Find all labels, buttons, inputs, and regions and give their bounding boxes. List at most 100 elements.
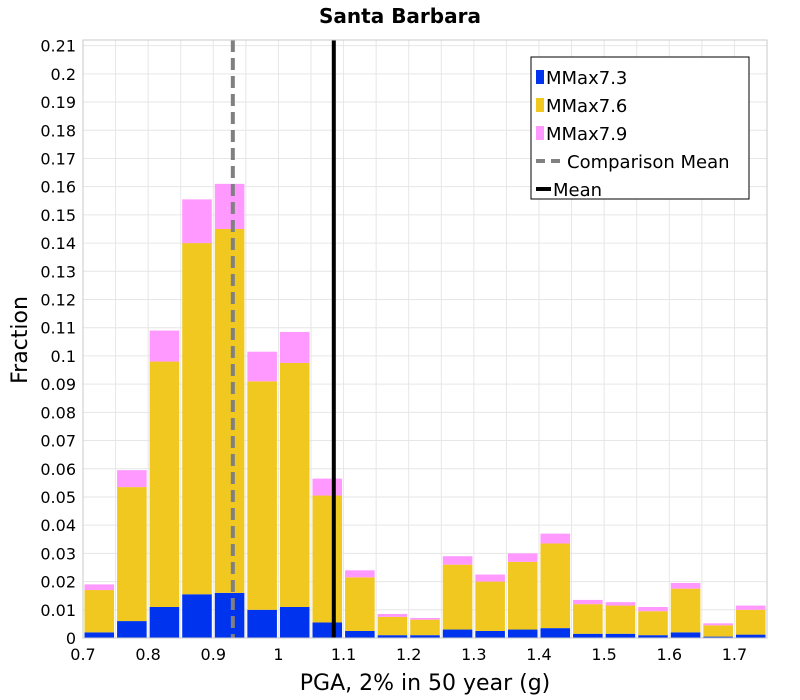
bar-mmax7-9 xyxy=(214,183,245,229)
bar-mmax7-3 xyxy=(410,635,440,638)
bar-mmax7-6 xyxy=(573,604,603,634)
bar-mmax7-3 xyxy=(638,635,668,638)
bars xyxy=(84,183,766,638)
x-tick-label: 1.5 xyxy=(591,645,616,664)
y-tick-label: 0.12 xyxy=(40,291,76,310)
bar-mmax7-6 xyxy=(247,381,277,610)
x-tick-label: 1 xyxy=(273,645,283,664)
y-tick-label: 0.05 xyxy=(40,488,76,507)
bar-mmax7-3 xyxy=(670,632,701,638)
bar-mmax7-9 xyxy=(84,584,115,591)
legend: MMax7.3 MMax7.6 MMax7.9 Comparison Mean Mean xyxy=(530,56,750,201)
bar-mmax7-3 xyxy=(182,594,212,638)
bar-mmax7-3 xyxy=(279,606,310,638)
bar-mmax7-6 xyxy=(507,561,538,630)
bar-mmax7-6 xyxy=(540,543,571,629)
bar-mmax7-9 xyxy=(573,599,603,605)
legend-swatch xyxy=(536,98,544,112)
bar-mmax7-9 xyxy=(442,556,473,565)
bar-mmax7-3 xyxy=(117,621,147,638)
legend-label: MMax7.9 xyxy=(546,124,627,145)
legend-label: Mean xyxy=(553,180,602,201)
bar-mmax7-6 xyxy=(84,590,115,633)
bar-mmax7-3 xyxy=(605,633,636,638)
bar-mmax7-9 xyxy=(475,574,505,582)
x-tick-label: 1.7 xyxy=(722,645,747,664)
y-tick-label: 0.06 xyxy=(40,460,76,479)
bar-mmax7-3 xyxy=(735,634,766,638)
bar-mmax7-9 xyxy=(149,330,180,362)
y-tick-label: 0.03 xyxy=(40,544,76,563)
bar-mmax7-3 xyxy=(377,635,408,638)
y-tick-label: 0.02 xyxy=(40,573,76,592)
bar-mmax7-9 xyxy=(638,606,668,612)
bar-mmax7-6 xyxy=(410,619,440,636)
y-tick-label: 0.1 xyxy=(51,347,76,366)
bar-mmax7-9 xyxy=(507,553,538,562)
y-tick-label: 0.14 xyxy=(40,234,76,253)
x-tick-label: 1.2 xyxy=(396,645,421,664)
y-axis-ticks: 0 0.01 0.02 0.03 0.04 0.05 0.06 0.07 0.08 0.09 0.1… xyxy=(40,37,76,648)
bar-mmax7-6 xyxy=(214,228,245,593)
bar-mmax7-3 xyxy=(703,636,733,638)
legend-box xyxy=(530,56,750,200)
bar-mmax7-6 xyxy=(442,564,473,630)
bar-mmax7-3 xyxy=(442,629,473,638)
x-tick-label: 1.1 xyxy=(331,645,356,664)
x-tick-label: 0.8 xyxy=(135,645,160,664)
y-tick-label: 0.19 xyxy=(40,93,76,112)
bar-mmax7-6 xyxy=(345,577,375,631)
bar-mmax7-6 xyxy=(638,611,668,636)
bar-mmax7-9 xyxy=(670,582,701,589)
bar-mmax7-3 xyxy=(507,629,538,638)
y-tick-label: 0.15 xyxy=(40,206,76,225)
x-tick-label: 0.9 xyxy=(201,645,226,664)
y-tick-label: 0.09 xyxy=(40,375,76,394)
y-tick-label: 0.07 xyxy=(40,432,76,451)
bar-mmax7-6 xyxy=(670,588,701,633)
bar-mmax7-9 xyxy=(735,605,766,610)
y-tick-label: 0.21 xyxy=(40,37,76,56)
legend-label: MMax7.6 xyxy=(546,96,627,117)
bar-mmax7-9 xyxy=(605,602,636,606)
bar-mmax7-3 xyxy=(247,609,277,638)
bar-mmax7-9 xyxy=(117,470,147,488)
x-axis-ticks: 0.7 0.8 0.9 1 1.1 1.2 1.3 1.4 1.5 1.6 1.7 xyxy=(70,645,747,664)
bar-mmax7-6 xyxy=(149,361,180,607)
bar-mmax7-9 xyxy=(540,533,571,544)
y-tick-label: 0.2 xyxy=(51,65,76,84)
bar-mmax7-9 xyxy=(345,570,375,578)
bar-mmax7-6 xyxy=(182,243,212,595)
bar-mmax7-9 xyxy=(410,617,440,620)
bar-mmax7-9 xyxy=(182,199,212,244)
bar-mmax7-9 xyxy=(377,614,408,617)
x-axis-title: PGA, 2% in 50 year (g) xyxy=(300,671,551,696)
chart-title: Santa Barbara xyxy=(319,4,481,28)
x-tick-label: 0.7 xyxy=(70,645,95,664)
bar-mmax7-3 xyxy=(149,606,180,638)
bar-mmax7-9 xyxy=(247,351,277,382)
bar-mmax7-6 xyxy=(279,362,310,607)
y-tick-label: 0 xyxy=(66,629,76,648)
bar-mmax7-9 xyxy=(312,478,343,496)
legend-swatch xyxy=(536,70,544,84)
y-tick-label: 0.13 xyxy=(40,262,76,281)
y-tick-label: 0.11 xyxy=(40,319,76,338)
bar-mmax7-3 xyxy=(214,592,245,638)
bar-mmax7-3 xyxy=(540,628,571,638)
reference-lines xyxy=(230,40,336,638)
bar-mmax7-3 xyxy=(312,622,343,638)
bar-mmax7-6 xyxy=(735,609,766,635)
x-tick-label: 1.4 xyxy=(526,645,551,664)
bar-mmax7-3 xyxy=(573,633,603,638)
bar-mmax7-6 xyxy=(605,605,636,634)
bar-mmax7-3 xyxy=(475,630,505,638)
plot-frame xyxy=(82,39,768,639)
x-tick-label: 1.6 xyxy=(657,645,682,664)
y-tick-label: 0.16 xyxy=(40,178,76,197)
y-tick-label: 0.01 xyxy=(40,601,76,620)
bar-mmax7-6 xyxy=(312,495,343,623)
bar-mmax7-3 xyxy=(84,632,115,638)
bar-mmax7-3 xyxy=(345,630,375,638)
